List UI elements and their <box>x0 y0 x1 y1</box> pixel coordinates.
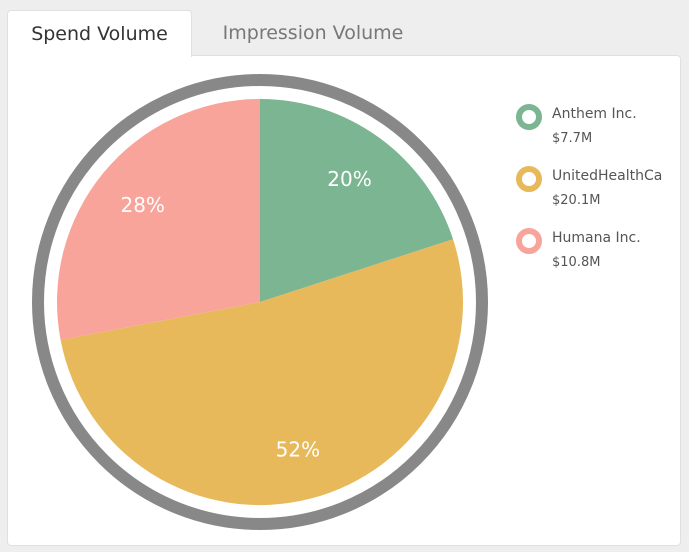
pie-slices <box>57 99 464 506</box>
legend-marker-icon <box>516 228 542 254</box>
legend-label: UnitedHealthCa <box>552 168 663 184</box>
pie-slice[interactable] <box>60 239 464 506</box>
legend: Anthem Inc. $7.7M UnitedHealthCa $20.1M … <box>516 104 686 290</box>
pie-slice-label: 28% <box>120 193 164 217</box>
legend-label: Anthem Inc. <box>552 106 637 122</box>
legend-amount: $20.1M <box>552 193 601 208</box>
legend-amount: $7.7M <box>552 131 593 146</box>
tab-impression-volume[interactable]: Impression Volume <box>222 22 404 44</box>
pie-slice-labels: 20% 52% 28% <box>120 167 371 462</box>
legend-amount: $10.8M <box>552 255 601 270</box>
legend-marker-icon <box>516 166 542 192</box>
legend-item-unitedhealth[interactable]: UnitedHealthCa $20.1M <box>516 166 686 228</box>
pie-slice[interactable] <box>57 99 260 341</box>
tab-bar: Spend Volume Impression Volume <box>0 0 689 57</box>
pie-slice-label: 20% <box>327 167 371 191</box>
legend-label: Humana Inc. <box>552 230 641 246</box>
legend-marker-icon <box>516 104 542 130</box>
pie-slice[interactable] <box>260 99 454 302</box>
tab-spend-volume[interactable]: Spend Volume <box>7 10 192 57</box>
pie-slice-label: 52% <box>276 438 320 462</box>
legend-item-humana[interactable]: Humana Inc. $10.8M <box>516 228 686 290</box>
pie-outer-ring <box>32 74 488 530</box>
legend-item-anthem[interactable]: Anthem Inc. $7.7M <box>516 104 686 166</box>
